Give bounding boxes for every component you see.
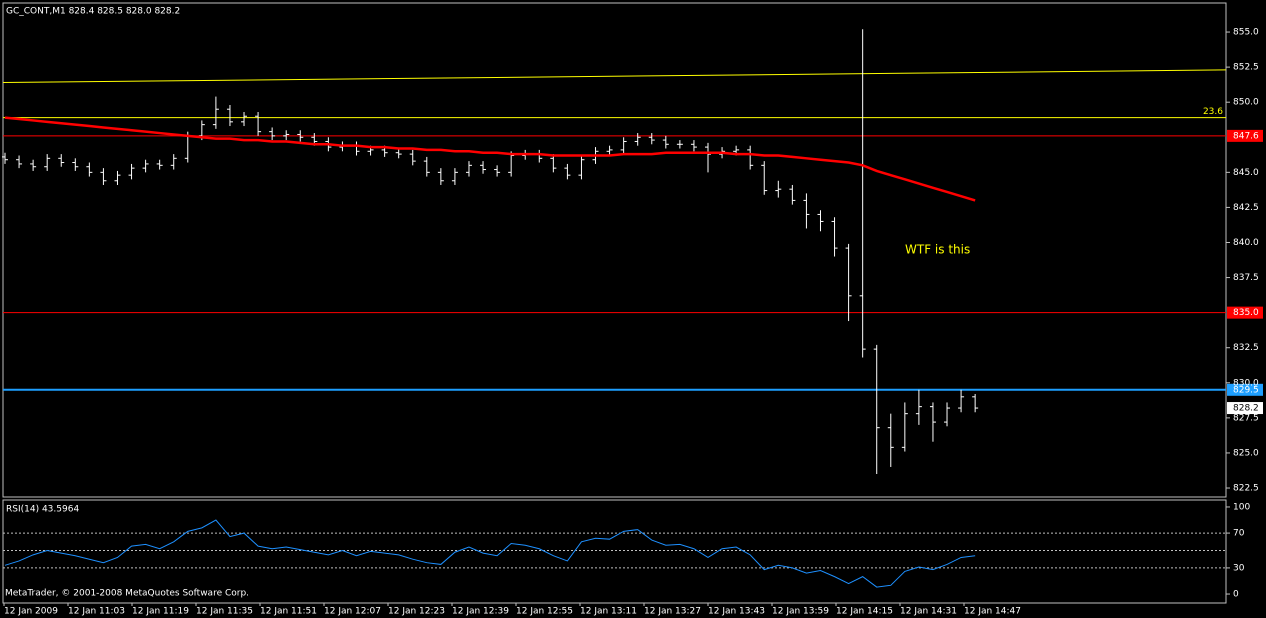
y-tick-label: 837.5	[1233, 273, 1259, 283]
x-tick-label: 12 Jan 13:11	[580, 607, 637, 617]
y-tick-label: 100	[1233, 502, 1250, 512]
fib-label: 23.6	[1203, 107, 1223, 117]
y-tick-label: 0	[1233, 590, 1239, 600]
chart-title: GC_CONT,M1 828.4 828.5 828.0 828.2	[6, 7, 180, 17]
trend-line	[2, 69, 1227, 84]
x-tick-label: 12 Jan 13:43	[708, 607, 765, 617]
level-label: 829.5	[1233, 385, 1259, 395]
y-tick-label: 845.0	[1233, 168, 1259, 178]
level-label: 835.0	[1233, 308, 1259, 318]
level-box	[1227, 129, 1263, 142]
y-tick-label: 832.5	[1233, 343, 1259, 353]
x-tick-label: 12 Jan 2009	[4, 607, 58, 617]
y-tick-label: 842.5	[1233, 203, 1259, 213]
x-tick-label: 12 Jan 11:35	[196, 607, 253, 617]
y-tick-label: 827.5	[1233, 413, 1259, 423]
x-tick-label: 12 Jan 11:03	[68, 607, 125, 617]
rsi-line	[4, 519, 976, 588]
x-tick-label: 12 Jan 11:19	[132, 607, 189, 617]
y-tick-label: 825.0	[1233, 448, 1259, 458]
x-tick-label: 12 Jan 14:15	[836, 607, 893, 617]
annotation: WTF is this	[905, 243, 970, 257]
x-tick-label: 12 Jan 13:27	[644, 607, 701, 617]
y-tick-label: 850.0	[1233, 98, 1259, 108]
x-tick-label: 12 Jan 12:39	[452, 607, 509, 617]
y-tick-label: 840.0	[1233, 238, 1259, 248]
x-tick-label: 12 Jan 12:07	[324, 607, 381, 617]
last-price-box	[1227, 402, 1263, 415]
x-tick-label: 12 Jan 12:55	[516, 607, 573, 617]
y-tick-label: 822.5	[1233, 484, 1259, 494]
y-tick-label: 30	[1233, 563, 1245, 573]
x-tick-label: 12 Jan 13:59	[772, 607, 829, 617]
y-tick-label: 830.0	[1233, 378, 1259, 388]
last-price-label: 828.2	[1233, 404, 1259, 414]
main-frame	[2, 2, 1227, 498]
x-tick-label: 12 Jan 12:23	[388, 607, 445, 617]
y-tick-label: 855.0	[1233, 28, 1259, 38]
level-box	[1227, 383, 1263, 396]
x-tick-label: 12 Jan 11:51	[260, 607, 317, 617]
x-tick-label: 12 Jan 14:31	[900, 607, 957, 617]
level-box	[1227, 306, 1263, 319]
rsi-frame	[2, 499, 1227, 604]
y-tick-label: 852.5	[1233, 63, 1259, 73]
rsi-title: RSI(14) 43.5964	[6, 505, 79, 515]
y-tick-label: 70	[1233, 529, 1245, 539]
x-tick-label: 12 Jan 14:47	[964, 607, 1021, 617]
footer: MetaTrader, © 2001-2008 MetaQuotes Softw…	[5, 589, 249, 599]
level-label: 847.6	[1233, 131, 1259, 141]
moving-average	[4, 116, 976, 202]
